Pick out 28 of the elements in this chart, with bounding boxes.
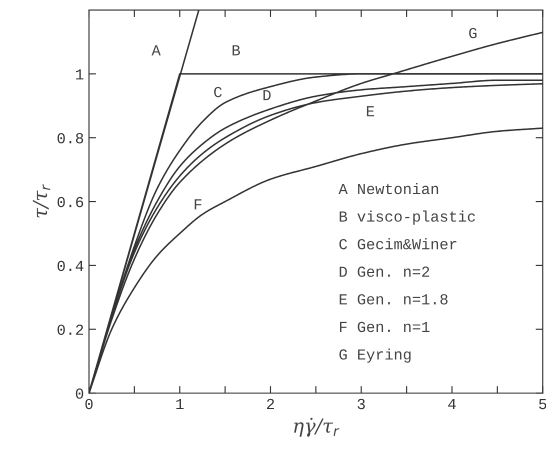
y-tick-label: 0.4 [58, 260, 84, 272]
annotation: E [366, 106, 374, 116]
x-tick-label: 0 [85, 398, 93, 410]
annotation: C Gecim&Winer [339, 238, 456, 250]
y-tick-label: 0.6 [58, 196, 84, 208]
x-tick-label: 2 [266, 398, 274, 410]
y-tick-label: 0.2 [58, 324, 84, 335]
annotation: C [214, 86, 222, 98]
annotation: G [469, 28, 476, 38]
y-tick-label: 1 [76, 69, 84, 80]
annotation: E Gen. n=1.8 [340, 294, 448, 305]
annotation: F Gen. n=1 [340, 322, 430, 332]
annotation: B [232, 45, 240, 56]
annotation: A [152, 45, 161, 56]
x-tick-label: 1 [176, 398, 184, 410]
annotation: B visco-plastic [340, 210, 475, 225]
annotation: G Eyring [339, 348, 411, 363]
annotation: D Gen. n=2 [340, 266, 430, 277]
annotation: D [263, 90, 271, 100]
y-axis-title: τ/τ$_{r}$ [32, 184, 50, 218]
x-axis-title: ηγ̇/τ$_{r}$ [294, 418, 340, 437]
y-tick-label: 0 [76, 388, 84, 399]
x-tick-label: 3 [358, 398, 365, 410]
y-tick-label: 0.8 [58, 133, 84, 144]
annotation: F [194, 199, 202, 210]
x-tick-label: 4 [448, 398, 456, 410]
annotation: A Newtonian [338, 182, 438, 194]
x-tick-label: 5 [539, 398, 546, 410]
